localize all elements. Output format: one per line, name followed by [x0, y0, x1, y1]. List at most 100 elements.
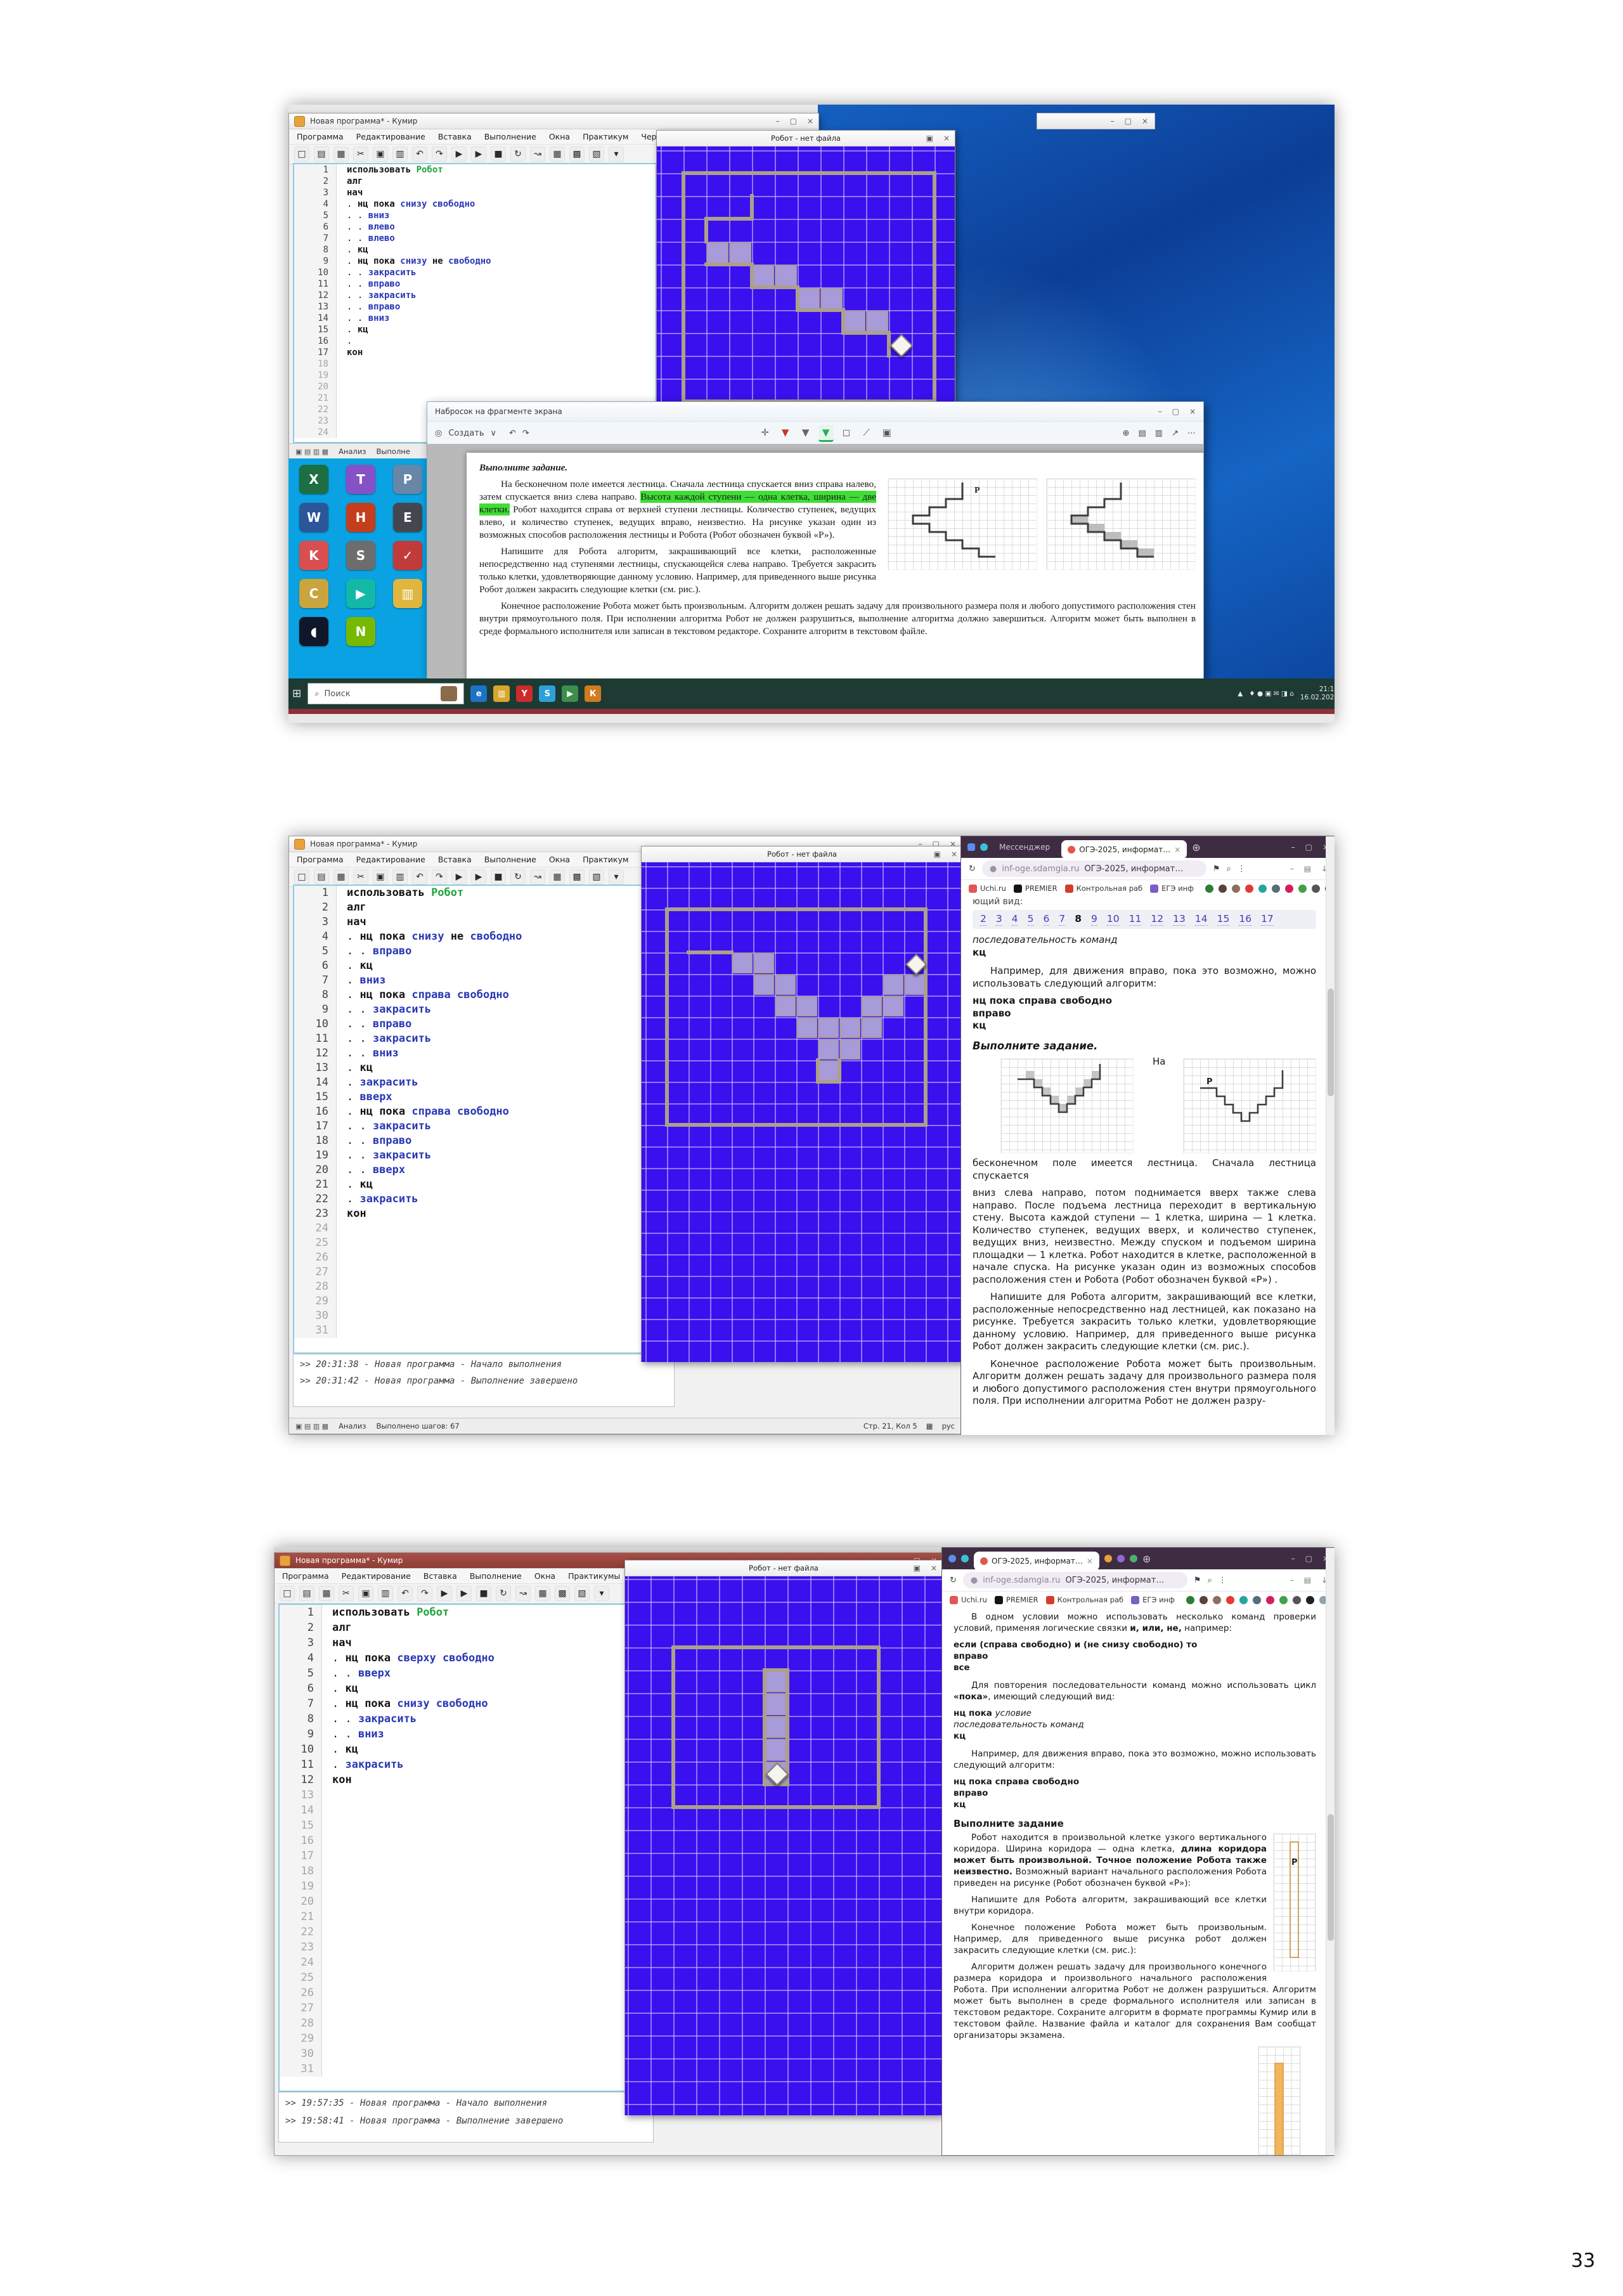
start-button[interactable]: ⊞: [292, 687, 302, 700]
page-link[interactable]: 11: [1128, 913, 1142, 926]
menu-item[interactable]: Окна: [534, 1571, 556, 1581]
code-line[interactable]: 1 использовать Робот: [294, 164, 656, 176]
collapse-icon[interactable]: –: [1290, 864, 1294, 873]
toolbar-icon[interactable]: ▤: [314, 146, 329, 162]
code-line[interactable]: 10. кц: [280, 1742, 641, 1757]
toolbar-icon[interactable]: ▣: [358, 1586, 373, 1601]
desktop-icon[interactable]: ▶: [346, 579, 375, 608]
code-line[interactable]: 22. закрасить: [294, 1192, 662, 1207]
toolbar-icon[interactable]: ↷: [417, 1586, 432, 1601]
code-line[interactable]: 2 алг: [280, 1620, 641, 1635]
code-line[interactable]: 30: [294, 1309, 662, 1323]
page-link[interactable]: 2: [980, 913, 986, 926]
bookmark-item[interactable]: PREMIER: [1013, 884, 1057, 893]
page-link[interactable]: 16: [1239, 913, 1252, 926]
maximize-icon[interactable]: ▢: [1172, 407, 1179, 416]
code-line[interactable]: 17. . закрасить: [294, 1119, 662, 1134]
snip-action-icon[interactable]: ↗: [1172, 428, 1179, 438]
toolbar-icon[interactable]: ▩: [555, 1586, 570, 1601]
bookmark-icon[interactable]: [1212, 1595, 1221, 1604]
menu-item[interactable]: Редактирование: [341, 1571, 411, 1581]
tab-active[interactable]: ОГЭ-2025, информат… ×: [1061, 840, 1187, 859]
messenger-icon[interactable]: [980, 843, 988, 851]
code-line[interactable]: 28: [294, 1280, 662, 1294]
snip-action-icon[interactable]: ⋯: [1187, 428, 1196, 438]
bookmark-icon[interactable]: [1252, 1595, 1261, 1604]
toolbar-icon[interactable]: ↷: [432, 146, 447, 162]
code-line[interactable]: 10. . вправо: [294, 1017, 662, 1032]
code-line[interactable]: 12. . закрасить: [294, 290, 656, 301]
desktop-icon[interactable]: S: [346, 541, 375, 570]
taskbar-clock[interactable]: 21:1216.02.2025: [1300, 685, 1335, 701]
code-line[interactable]: 29: [280, 2031, 641, 2046]
download-icon[interactable]: ↓: [1321, 864, 1328, 873]
toolbar-icon[interactable]: ▶: [471, 146, 486, 162]
page-link[interactable]: 5: [1027, 913, 1034, 926]
code-editor[interactable]: 1 использовать Робот 2 алг 3 нач 4. нц пока св…: [278, 1604, 642, 2092]
menu-item[interactable]: Практикум: [583, 132, 629, 141]
taskbar-app-icon[interactable]: ▶: [562, 685, 579, 702]
code-line[interactable]: 7. вниз: [294, 973, 662, 988]
chevron-down-icon[interactable]: ∨: [490, 428, 496, 438]
code-line[interactable]: 27: [280, 2001, 641, 2016]
maximize-icon[interactable]: ▢: [789, 117, 797, 126]
page-link[interactable]: 17: [1261, 913, 1274, 926]
tab-icon[interactable]: [1129, 1555, 1137, 1562]
code-line[interactable]: 14. закрасить: [294, 1075, 662, 1090]
close-icon[interactable]: ×: [1189, 407, 1196, 416]
bookmark-icon[interactable]: [1186, 1595, 1194, 1604]
code-line[interactable]: 20: [280, 1894, 641, 1909]
code-line[interactable]: 23: [280, 1940, 641, 1955]
menu-item[interactable]: Редактирование: [356, 855, 425, 864]
minimize-icon[interactable]: –: [1110, 117, 1115, 126]
tab-close-icon[interactable]: ×: [1086, 1557, 1093, 1566]
bookmark-icon[interactable]: [1199, 1595, 1208, 1604]
io-console[interactable]: >> 19:57:35 - Новая программа - Начало в…: [278, 2092, 654, 2143]
close-icon[interactable]: ×: [1322, 1554, 1329, 1563]
scrollbar-thumb[interactable]: [1328, 989, 1334, 1096]
desktop-icon[interactable]: ◖: [299, 617, 328, 646]
toolbar-icon[interactable]: ■: [491, 869, 506, 885]
code-line[interactable]: 16.: [294, 335, 656, 347]
bookmark-icon[interactable]: [1298, 884, 1307, 893]
bookmark-icon[interactable]: [1218, 884, 1227, 893]
toolbar-icon[interactable]: ▧: [589, 869, 604, 885]
toolbar-icon[interactable]: ■: [491, 146, 506, 162]
pen-tool-icon[interactable]: ⟋: [863, 426, 870, 438]
bookmark-icon[interactable]: [1239, 1595, 1248, 1604]
bookmark-icon[interactable]: [1205, 884, 1213, 893]
code-line[interactable]: 9. нц пока снизу не свободно: [294, 256, 656, 267]
code-line[interactable]: 15. кц: [294, 324, 656, 335]
code-line[interactable]: 14: [280, 1803, 641, 1818]
toolbar-icon[interactable]: ▩: [569, 869, 585, 885]
code-line[interactable]: 25: [280, 1970, 641, 1985]
toolbar-icon[interactable]: ▦: [550, 146, 565, 162]
code-line[interactable]: 9. . закрасить: [294, 1002, 662, 1017]
menu-item[interactable]: Программа: [297, 855, 344, 864]
toolbar-icon[interactable]: ▧: [589, 146, 604, 162]
toolbar-icon[interactable]: ↝: [530, 869, 545, 885]
code-line[interactable]: 18: [294, 358, 656, 370]
browser-scrollbar[interactable]: [1326, 836, 1335, 1435]
tray-chevron-icon[interactable]: ▲: [1238, 690, 1243, 697]
close-icon[interactable]: ×: [930, 1564, 937, 1573]
bookmark-icon[interactable]: [1271, 884, 1280, 893]
bookmark-icon[interactable]: [1265, 1595, 1274, 1604]
code-line[interactable]: 22: [294, 404, 656, 415]
code-line[interactable]: 27: [294, 1265, 662, 1280]
menu-item[interactable]: Окна: [548, 132, 571, 141]
toolbar-icon[interactable]: ↝: [515, 1586, 531, 1601]
desktop-icon[interactable]: ✓: [393, 541, 422, 570]
code-line[interactable]: 14. . вниз: [294, 313, 656, 324]
toolbar-icon[interactable]: ■: [476, 1586, 491, 1601]
pen-tool-icon[interactable]: ▼: [818, 424, 834, 442]
close-icon[interactable]: ×: [943, 134, 950, 143]
robot-window-titlebar[interactable]: Робот - нет файла ▣ ×: [642, 846, 962, 862]
kumir-titlebar[interactable]: Новая программа* - Кумир –▢ ×: [289, 114, 818, 129]
panel-icon[interactable]: ▤: [1303, 1576, 1311, 1585]
toolbar-icon[interactable]: ▶: [451, 869, 467, 885]
code-line[interactable]: 30: [280, 2046, 641, 2061]
tab-messenger[interactable]: Мессенджер: [999, 843, 1051, 852]
menu-item[interactable]: Выполнение: [469, 1571, 522, 1581]
taskbar-app-icon[interactable]: Y: [516, 685, 533, 702]
